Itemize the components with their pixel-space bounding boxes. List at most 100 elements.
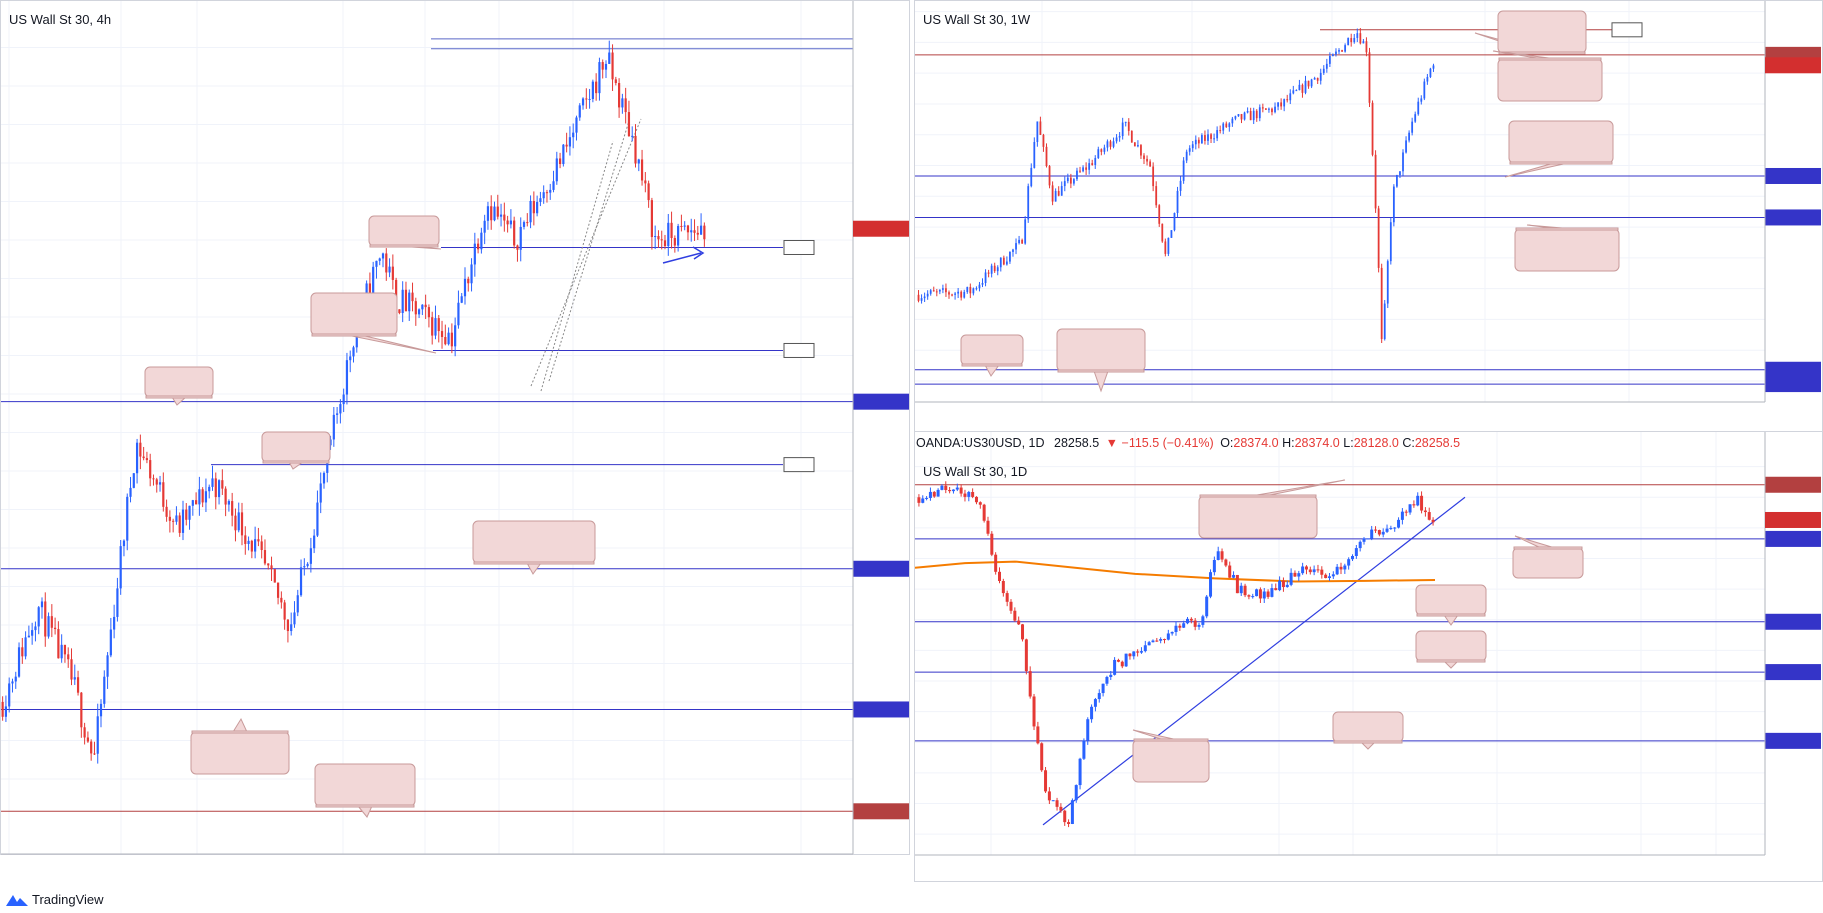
candle: [611, 44, 614, 91]
level-price-tag: [1765, 361, 1821, 378]
candle: [1213, 133, 1215, 144]
candle: [27, 625, 30, 638]
candle: [1224, 558, 1228, 568]
candle: [1024, 216, 1027, 245]
chart-pane-weekly[interactable]: US Wall St 30, 1W: [914, 0, 1823, 432]
candle: [928, 487, 932, 501]
candle: [923, 292, 926, 303]
candle: [460, 293, 463, 304]
candle: [624, 87, 627, 124]
level-box: [783, 457, 815, 473]
candle: [1100, 148, 1103, 156]
candle: [1280, 98, 1283, 110]
candle: [1397, 517, 1401, 529]
candle: [1121, 117, 1124, 140]
candle: [385, 248, 388, 281]
channel-line: [548, 120, 630, 382]
candle: [1356, 28, 1359, 43]
level-box: [1611, 22, 1643, 38]
candle: [604, 60, 608, 79]
candle: [1374, 526, 1378, 533]
chart-pane-daily[interactable]: OANDA:US30USD, 1D 28258.5 ▼ −115.5 (−0.4…: [914, 431, 1823, 882]
candle: [1235, 574, 1239, 594]
candle: [185, 503, 188, 526]
candle: [932, 491, 936, 498]
candle: [1341, 49, 1343, 52]
candle: [34, 621, 37, 642]
candle: [1139, 647, 1143, 654]
candle: [1170, 631, 1174, 636]
close-label: C:: [1402, 436, 1415, 450]
candle: [1094, 155, 1097, 169]
candle: [96, 703, 99, 764]
candle: [1078, 757, 1082, 790]
candle: [408, 289, 411, 322]
tradingview-brand: TradingView: [32, 892, 104, 907]
candle: [1328, 52, 1331, 67]
candle: [963, 489, 967, 502]
candle: [126, 493, 129, 551]
candle: [1377, 529, 1381, 537]
candle: [1383, 299, 1386, 341]
chart-canvas-4h[interactable]: [1, 1, 911, 856]
candle: [1237, 114, 1240, 117]
candle: [670, 211, 673, 249]
candle: [493, 201, 496, 222]
candle: [398, 309, 401, 315]
candle: [1155, 637, 1159, 642]
candle: [375, 260, 378, 279]
candle: [1377, 205, 1380, 273]
candle: [1246, 107, 1249, 114]
candle: [1228, 122, 1231, 132]
candle: [1009, 251, 1011, 264]
candle: [132, 472, 135, 489]
candle: [195, 492, 198, 505]
candle: [647, 180, 650, 208]
candle: [1132, 651, 1136, 660]
candle: [581, 97, 585, 110]
candle: [516, 244, 519, 262]
candle: [339, 399, 342, 424]
candle: [1009, 599, 1013, 614]
arrow-head: [692, 246, 705, 260]
candle: [1118, 132, 1121, 142]
candle: [1219, 125, 1222, 134]
candle: [1085, 162, 1088, 175]
candle: [434, 305, 437, 340]
candle: [972, 287, 975, 296]
candle: [1277, 102, 1279, 111]
candle: [1271, 107, 1273, 116]
candle: [17, 642, 21, 678]
chart-canvas-daily[interactable]: [915, 432, 1823, 883]
chart-canvas-weekly[interactable]: [915, 1, 1823, 433]
candle: [1261, 103, 1264, 113]
candle: [44, 592, 47, 647]
candle: [247, 536, 250, 551]
candle: [1420, 95, 1423, 105]
candle: [1112, 137, 1115, 149]
candle: [984, 269, 987, 287]
candle: [1109, 670, 1113, 680]
candle: [135, 438, 139, 484]
tradingview-logo[interactable]: TradingView: [6, 892, 104, 907]
candle: [1173, 212, 1176, 232]
candle: [1216, 126, 1219, 142]
candle: [1240, 113, 1243, 124]
annotation-callout: [368, 215, 442, 250]
open-value: 28374.0: [1233, 436, 1279, 450]
candle: [925, 496, 929, 501]
candle: [1074, 784, 1078, 803]
candle: [657, 230, 660, 249]
candle: [1396, 174, 1398, 188]
last-price: 28258.5: [1054, 436, 1100, 450]
candle: [1103, 144, 1106, 155]
candle: [1297, 570, 1301, 582]
chart-pane-4h[interactable]: US Wall St 30, 4h: [0, 0, 910, 855]
candle: [601, 59, 604, 79]
candle: [654, 225, 657, 250]
candle: [201, 487, 204, 508]
candle: [1408, 130, 1410, 143]
candle: [1116, 658, 1120, 663]
candle: [1225, 121, 1228, 129]
candle: [1055, 797, 1059, 811]
